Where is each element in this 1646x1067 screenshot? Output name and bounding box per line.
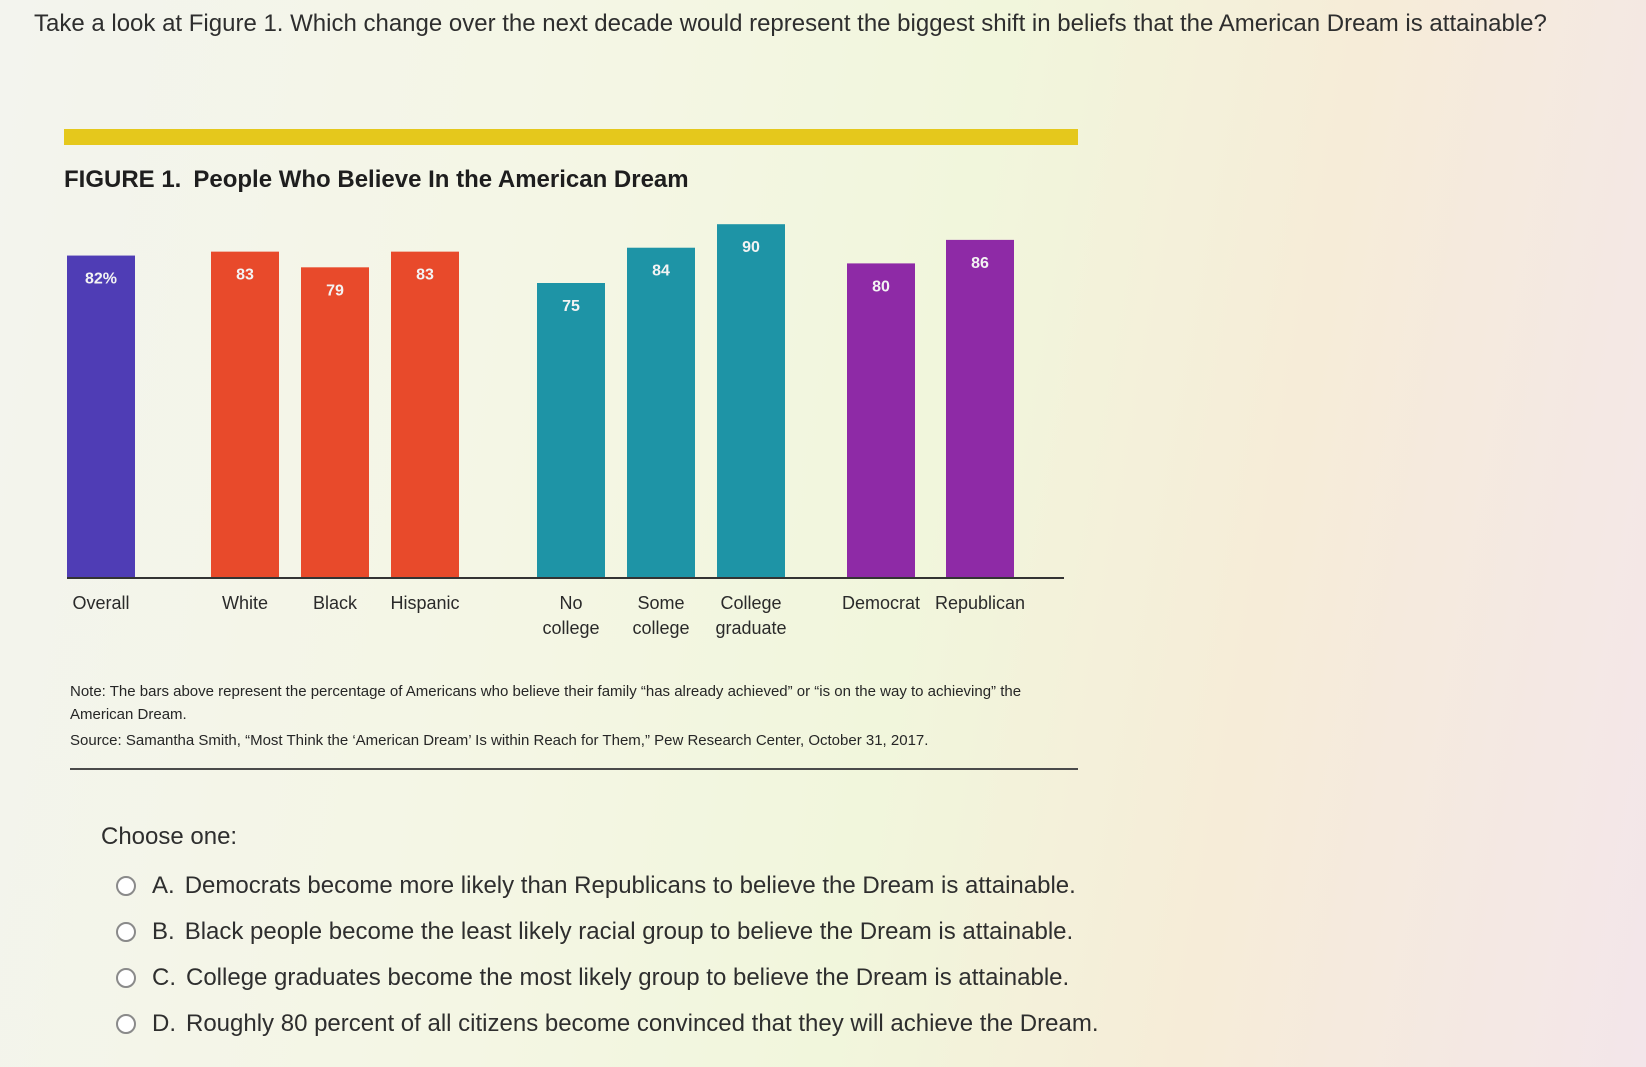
bar-value-label: 79	[326, 282, 344, 299]
bar-value-label: 75	[562, 298, 580, 315]
bar-hispanic	[391, 251, 459, 577]
category-label: college	[632, 618, 689, 638]
bar-college-graduate	[717, 224, 785, 577]
bar-value-label: 84	[652, 263, 670, 280]
figure-label: FIGURE 1.	[64, 166, 182, 193]
bar-value-label: 86	[971, 255, 989, 272]
bar-black	[301, 267, 369, 577]
category-label: No	[559, 593, 582, 613]
category-label: Overall	[72, 593, 129, 613]
bar-white	[211, 251, 279, 577]
figure-title: FIGURE 1. People Who Believe In the Ameri…	[64, 166, 689, 194]
category-label: Hispanic	[390, 593, 459, 613]
option-letter: A.	[152, 872, 175, 899]
radio-button-icon[interactable]	[116, 876, 136, 896]
figure-note: Note: The bars above represent the perce…	[70, 683, 1022, 723]
choose-one-label: Choose one:	[101, 823, 238, 850]
option-text: Democrats become more likely than Republ…	[184, 872, 1076, 899]
radio-button-icon[interactable]	[116, 1014, 136, 1034]
bar-value-label: 90	[742, 239, 760, 256]
bar-no-college	[537, 283, 605, 577]
option-letter: C.	[152, 964, 176, 991]
option-c[interactable]: C. College graduates become the most lik…	[116, 960, 1069, 996]
option-text: Roughly 80 percent of all citizens becom…	[186, 1010, 1099, 1037]
option-letter: B.	[152, 918, 175, 945]
option-text: College graduates become the most likely…	[186, 964, 1070, 991]
question-text: Take a look at Figure 1. Which change ov…	[34, 10, 1547, 37]
category-label: Democrat	[842, 593, 920, 613]
option-a[interactable]: A. Democrats become more likely than Rep…	[116, 868, 1076, 904]
category-label: College	[720, 593, 781, 613]
radio-button-icon[interactable]	[116, 968, 136, 988]
category-label: graduate	[715, 618, 786, 638]
bar-chart: 82% Overall 83 White 79 Black 83 Hispanic 75 No co…	[67, 224, 1064, 638]
option-letter: D.	[152, 1010, 176, 1037]
bar-value-label: 80	[872, 278, 890, 295]
option-b[interactable]: B. Black people become the least likely …	[116, 914, 1073, 950]
bar-some-college	[627, 247, 695, 577]
figure-accent-rule	[64, 129, 1078, 145]
bar-value-label: 83	[416, 267, 434, 284]
category-label: Black	[313, 593, 358, 613]
option-text: Black people become the least likely rac…	[184, 918, 1074, 945]
bar-value-label: 83	[236, 267, 254, 284]
bar-democrat	[847, 263, 915, 577]
figure-title-text: People Who Believe In the American Dream	[193, 166, 689, 193]
bar-value-label: 82%	[85, 271, 117, 288]
figure-bottom-rule	[70, 768, 1078, 770]
figure-source: Source: Samantha Smith, “Most Think the …	[70, 732, 929, 749]
radio-button-icon[interactable]	[116, 922, 136, 942]
category-label: Some	[637, 593, 684, 613]
category-label: college	[542, 618, 599, 638]
category-label: White	[222, 593, 268, 613]
option-d[interactable]: D. Roughly 80 percent of all citizens be…	[116, 1006, 1098, 1042]
bar-republican	[946, 239, 1014, 577]
bar-overall	[67, 255, 135, 577]
category-label: Republican	[935, 593, 1025, 613]
